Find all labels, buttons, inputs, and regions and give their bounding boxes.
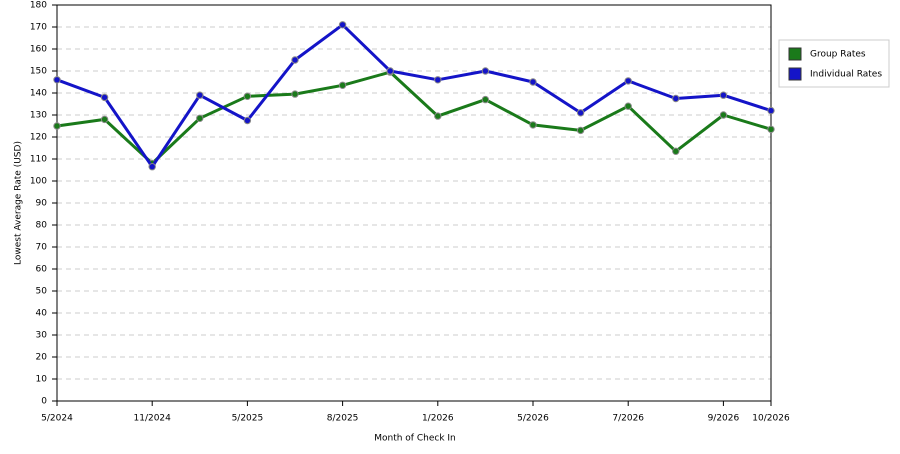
series-line	[56, 23, 772, 169]
data-point	[719, 111, 728, 119]
y-axis-label: Lowest Average Rate (USD)	[14, 141, 24, 265]
data-point	[767, 125, 775, 134]
data-point	[338, 21, 347, 29]
data-point	[291, 56, 299, 64]
plot-frame	[56, 4, 772, 402]
y-tick-label: 80	[36, 221, 48, 231]
y-tick-label: 130	[30, 111, 47, 121]
data-point	[100, 115, 109, 124]
x-tick-label: 11/2024	[134, 414, 172, 424]
data-point	[148, 163, 156, 171]
data-point	[196, 114, 204, 123]
x-tick-label: 5/2024	[41, 414, 73, 424]
series-line	[56, 70, 772, 165]
x-axis-label: Month of Check In	[374, 434, 456, 444]
data-point	[243, 92, 252, 101]
data-point	[719, 91, 728, 99]
legend-swatch	[788, 67, 802, 81]
y-tick-label: 100	[30, 177, 47, 187]
y-tick-label: 0	[41, 397, 47, 407]
y-tick-label: 60	[36, 265, 48, 275]
legend-label: Group Rates	[810, 50, 866, 60]
data-point	[576, 126, 585, 135]
y-tick-label: 140	[30, 89, 47, 99]
data-point	[481, 95, 490, 104]
y-tick-label: 10	[36, 375, 48, 385]
legend-label: Individual Rates	[810, 70, 882, 80]
data-point	[53, 76, 61, 84]
x-tick-label: 5/2025	[232, 414, 264, 424]
data-point	[243, 116, 252, 125]
y-tick-label: 180	[30, 1, 47, 11]
y-tick-label: 160	[30, 45, 47, 55]
data-point	[53, 122, 61, 130]
data-point	[434, 112, 442, 120]
data-point	[529, 121, 537, 129]
data-point	[624, 102, 632, 110]
y-tick-label: 120	[30, 133, 47, 143]
y-tick-label: 90	[36, 199, 48, 209]
data-point	[338, 81, 347, 90]
data-point	[624, 77, 632, 85]
x-tick-label: 10/2026	[752, 414, 790, 424]
y-tick-label: 110	[30, 155, 47, 165]
data-point	[196, 91, 204, 99]
y-tick-label: 150	[30, 67, 47, 77]
data-point	[386, 67, 394, 75]
x-tick-label: 8/2025	[327, 414, 359, 424]
data-point	[434, 76, 442, 84]
x-tick-label: 5/2026	[517, 414, 549, 424]
data-point	[291, 90, 299, 98]
x-tick-label: 1/2026	[422, 414, 454, 424]
y-tick-label: 20	[36, 353, 48, 363]
x-tick-label: 7/2026	[612, 414, 644, 424]
y-tick-label: 40	[36, 309, 48, 319]
y-tick-label: 50	[36, 287, 48, 297]
data-point	[576, 109, 585, 117]
y-tick-label: 30	[36, 331, 48, 341]
data-point	[672, 94, 680, 103]
data-point	[672, 147, 680, 156]
data-point	[100, 93, 109, 102]
data-point	[481, 67, 490, 75]
y-tick-label: 170	[30, 23, 47, 33]
legend-swatch	[788, 47, 802, 61]
data-point	[529, 78, 537, 86]
data-point	[767, 106, 775, 115]
y-tick-label: 70	[36, 243, 48, 253]
x-tick-label: 9/2026	[708, 414, 740, 424]
